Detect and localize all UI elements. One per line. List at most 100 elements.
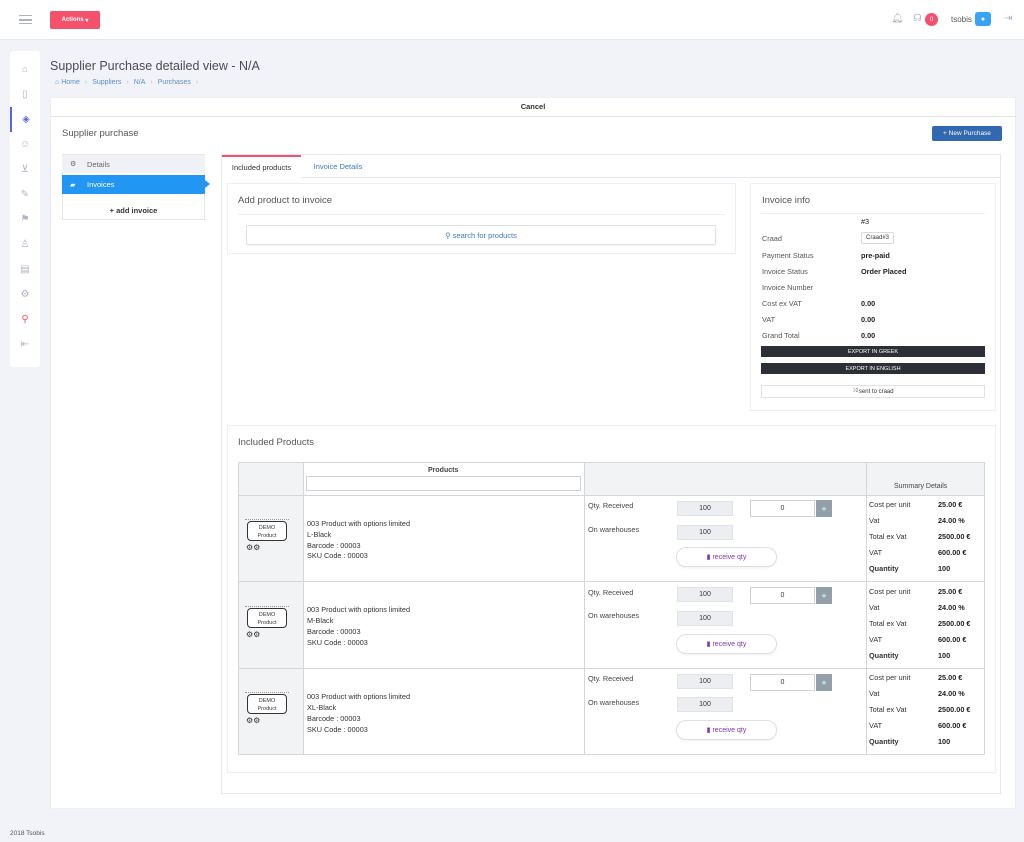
on-warehouses-label: On warehouses: [588, 698, 640, 707]
divider: [761, 213, 985, 214]
actions-button[interactable]: Actions ▾: [50, 11, 100, 29]
add-invoice-button[interactable]: + add invoice: [109, 205, 158, 215]
cart-icon[interactable]: ⊻: [21, 164, 29, 175]
invoice-status-value: Order Placed: [861, 267, 907, 276]
vat-rate-value: 24.00 %: [938, 603, 965, 612]
row-border: [239, 581, 984, 582]
breadcrumb-home[interactable]: ⌂ Home: [55, 79, 80, 86]
vat-label: VAT: [869, 721, 883, 730]
total-ex-vat-value: 2500.00 €: [938, 705, 971, 714]
username[interactable]: tsobis: [951, 15, 972, 24]
demo-text: DEMO: [258, 698, 276, 704]
payment-status-value: pre-paid: [861, 251, 890, 260]
logo-icon: ⚙⚙: [246, 630, 261, 639]
grand-total-value: 0.00: [861, 331, 876, 340]
edit-icon[interactable]: ✎: [20, 189, 30, 200]
product-barcode: Barcode : 00003: [307, 541, 361, 550]
tab-invoice-details[interactable]: Invoice Details: [313, 161, 363, 171]
cost-per-unit-value: 25.00 €: [938, 673, 963, 682]
col-border: [584, 463, 585, 754]
footer-copyright: 2018 Tsobis: [10, 830, 45, 837]
add-product-title: Add product to invoice: [238, 195, 333, 206]
user-icon[interactable]: ●: [975, 12, 991, 26]
total-ex-vat-label: Total ex Vat: [869, 532, 907, 541]
sent-to-craad-button[interactable]: ⤨ sent to craad: [761, 385, 985, 398]
user-icon-nav[interactable]: ♙: [20, 239, 30, 250]
plus-button[interactable]: +: [816, 674, 832, 691]
quantity-value: 100: [938, 651, 951, 660]
tablet-icon[interactable]: ▯: [22, 89, 28, 100]
file-icon: ▮: [706, 641, 711, 648]
gear-icon[interactable]: ⚙: [20, 289, 30, 300]
layers-icon[interactable]: ◈: [10, 107, 40, 132]
quantity-value: 100: [938, 737, 951, 746]
plus-button[interactable]: +: [816, 500, 832, 517]
logo-icon: ⚙⚙: [246, 543, 261, 552]
qty-input[interactable]: 0: [750, 674, 815, 691]
payment-status-label: Payment Status: [762, 251, 814, 260]
tab-divider: [301, 177, 1000, 178]
book-icon[interactable]: ▤: [20, 264, 30, 275]
quantity-value: 100: [938, 564, 951, 573]
qty-input[interactable]: 0: [750, 587, 815, 604]
product-image: DEMO Product ⚙⚙: [243, 606, 297, 646]
products-column: [304, 463, 584, 754]
page-title: Supplier Purchase detailed view - N/A: [50, 59, 260, 73]
vat-rate-label: Vat: [869, 603, 880, 612]
total-ex-vat-label: Total ex Vat: [869, 705, 907, 714]
cost-per-unit-label: Cost per unit: [869, 587, 911, 596]
product-sku: SKU Code : 00003: [307, 725, 368, 734]
product-sku: SKU Code : 00003: [307, 551, 368, 560]
qty-input[interactable]: 0: [750, 500, 815, 517]
craad-button[interactable]: Craad#3: [861, 232, 894, 244]
products-filter-input[interactable]: [306, 476, 581, 491]
receive-qty-button[interactable]: ▮ receive qty: [676, 634, 777, 654]
add-invoice-label: add invoice: [116, 205, 158, 215]
row-border: [239, 668, 984, 669]
invoice-status-label: Invoice Status: [762, 267, 808, 276]
product-sku: SKU Code : 00003: [307, 638, 368, 647]
export-english-button[interactable]: EXPORT IN ENGLISH: [761, 363, 985, 374]
nav-invoices[interactable]: ▰ Invoices: [62, 175, 210, 194]
invoice-number-badge: #3: [861, 217, 870, 226]
logout-icon[interactable]: ⇥: [1004, 13, 1013, 24]
product-image: DEMO Product ⚙⚙: [243, 519, 297, 559]
new-purchase-button[interactable]: + New Purchase: [932, 126, 1002, 141]
quantity-label: Quantity: [869, 651, 899, 660]
nav-details[interactable]: ⚙ Details: [62, 155, 205, 173]
signpost-icon[interactable]: ⚑: [20, 214, 30, 225]
plus-button[interactable]: +: [816, 587, 832, 604]
sidebar: ⌂ ▯ ◈ ☺ ⊻ ✎ ⚑ ♙ ▤ ⚙ ⚲ ⇤: [10, 51, 40, 367]
demo-text: Product: [257, 706, 277, 712]
users-icon[interactable]: ☺: [19, 139, 31, 150]
lightbulb-icon[interactable]: ⚲: [21, 314, 29, 325]
bell-icon[interactable]: 🔔︎: [891, 13, 904, 24]
home-icon[interactable]: ⌂: [21, 64, 29, 75]
receive-qty-button[interactable]: ▮ receive qty: [676, 547, 777, 567]
headset-icon[interactable]: ☊: [913, 13, 922, 24]
search-products-button[interactable]: ⚲ search for products: [246, 225, 716, 245]
export-greek-button[interactable]: EXPORT IN GREEK: [761, 346, 985, 357]
receive-qty-label: receive qty: [712, 726, 747, 734]
qty-received-value: 100: [677, 587, 733, 602]
craad-label: Craad: [762, 234, 782, 243]
tab-included-products[interactable]: Included products: [222, 155, 301, 177]
product-variant: M-Black: [307, 616, 334, 625]
breadcrumb-suppliers[interactable]: Suppliers: [92, 79, 122, 86]
vat-label: VAT: [869, 548, 883, 557]
product-name: 003 Product with options limited: [307, 692, 411, 701]
cancel-button[interactable]: Cancel: [50, 97, 1016, 117]
nav-details-label: Details: [87, 159, 110, 169]
row-border: [239, 495, 984, 496]
menu-icon[interactable]: [19, 15, 32, 24]
vat-value: 0.00: [861, 315, 876, 324]
vat-rate-value: 24.00 %: [938, 689, 965, 698]
sign-in-icon[interactable]: ⇤: [20, 339, 30, 350]
demo-text: Product: [257, 533, 277, 539]
cost-per-unit-label: Cost per unit: [869, 500, 911, 509]
receive-qty-button[interactable]: ▮ receive qty: [676, 720, 777, 740]
breadcrumb-na[interactable]: N/A: [133, 79, 146, 86]
qty-received-label: Qty. Received: [588, 588, 634, 597]
vat-rate-value: 24.00 %: [938, 516, 965, 525]
breadcrumb-purchases[interactable]: Purchases: [157, 79, 191, 86]
